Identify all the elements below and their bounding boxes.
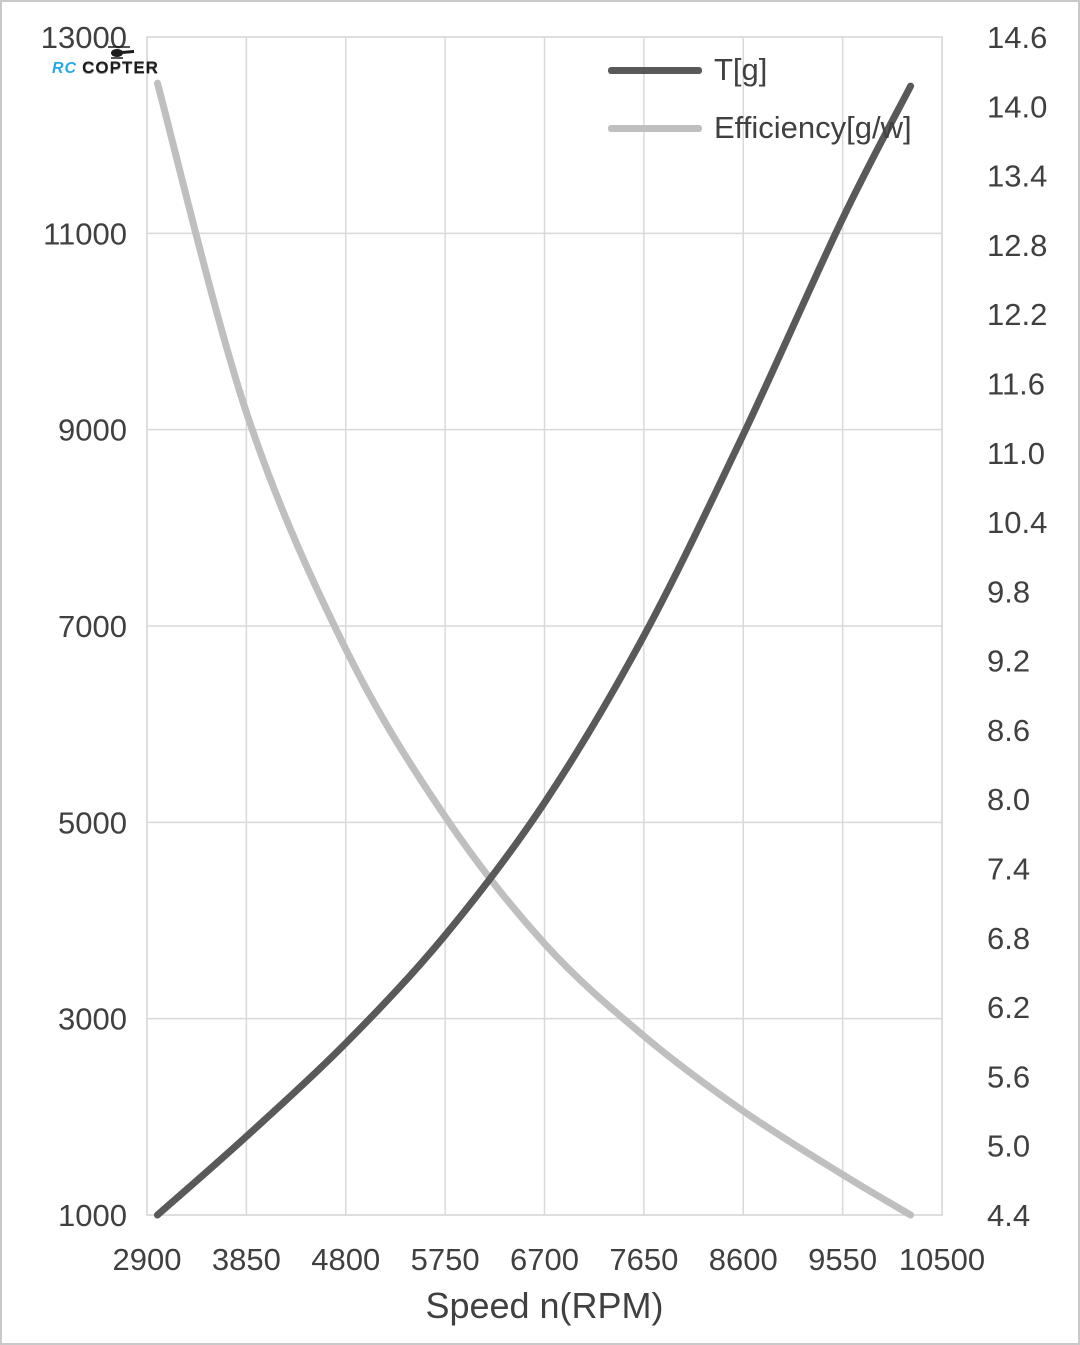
svg-text:11.0: 11.0 xyxy=(987,436,1045,471)
svg-text:9550: 9550 xyxy=(808,1242,877,1277)
legend: T[g] Efficiency[g/w] xyxy=(608,52,912,146)
logo-copter-text: COPTER xyxy=(82,58,159,77)
logo-rc-text: RC xyxy=(52,60,78,77)
svg-text:Speed n(RPM): Speed n(RPM) xyxy=(425,1285,663,1326)
svg-text:12.8: 12.8 xyxy=(987,228,1047,263)
legend-label-efficiency: Efficiency[g/w] xyxy=(714,110,912,145)
svg-text:5000: 5000 xyxy=(58,805,127,840)
svg-text:7.4: 7.4 xyxy=(987,852,1030,887)
svg-text:4800: 4800 xyxy=(311,1242,380,1277)
svg-text:3000: 3000 xyxy=(58,1002,127,1037)
svg-text:5750: 5750 xyxy=(411,1242,480,1277)
svg-text:8600: 8600 xyxy=(709,1242,778,1277)
svg-text:14.6: 14.6 xyxy=(987,20,1047,55)
svg-text:6.2: 6.2 xyxy=(987,990,1030,1025)
svg-text:13.4: 13.4 xyxy=(987,159,1047,194)
svg-text:5.6: 5.6 xyxy=(987,1059,1030,1094)
thrust-line-swatch xyxy=(608,66,702,74)
svg-text:10500: 10500 xyxy=(899,1242,985,1277)
svg-text:9.8: 9.8 xyxy=(987,574,1030,609)
legend-item-thrust: T[g] xyxy=(608,52,912,88)
svg-text:1000: 1000 xyxy=(58,1198,127,1233)
helicopter-icon xyxy=(106,45,136,64)
svg-text:12.2: 12.2 xyxy=(987,297,1047,332)
svg-text:10.4: 10.4 xyxy=(987,505,1047,540)
svg-text:3850: 3850 xyxy=(212,1242,281,1277)
svg-text:6.8: 6.8 xyxy=(987,921,1030,956)
svg-text:5.0: 5.0 xyxy=(987,1129,1030,1164)
svg-text:9.2: 9.2 xyxy=(987,644,1030,679)
svg-text:11000: 11000 xyxy=(43,216,127,251)
svg-text:9000: 9000 xyxy=(58,413,127,448)
svg-text:7000: 7000 xyxy=(58,609,127,644)
svg-text:13000: 13000 xyxy=(41,20,127,55)
rc-copter-logo: RC COPTER xyxy=(52,46,159,78)
efficiency-line-swatch xyxy=(608,124,702,132)
svg-text:7650: 7650 xyxy=(609,1242,678,1277)
legend-label-thrust: T[g] xyxy=(714,52,768,87)
svg-text:11.6: 11.6 xyxy=(987,366,1045,401)
svg-text:6700: 6700 xyxy=(510,1242,579,1277)
svg-text:14.0: 14.0 xyxy=(987,89,1047,124)
svg-text:8.0: 8.0 xyxy=(987,782,1030,817)
svg-text:8.6: 8.6 xyxy=(987,713,1030,748)
svg-text:4.4: 4.4 xyxy=(987,1198,1030,1233)
svg-text:2900: 2900 xyxy=(113,1242,182,1277)
legend-item-efficiency: Efficiency[g/w] xyxy=(608,110,912,146)
